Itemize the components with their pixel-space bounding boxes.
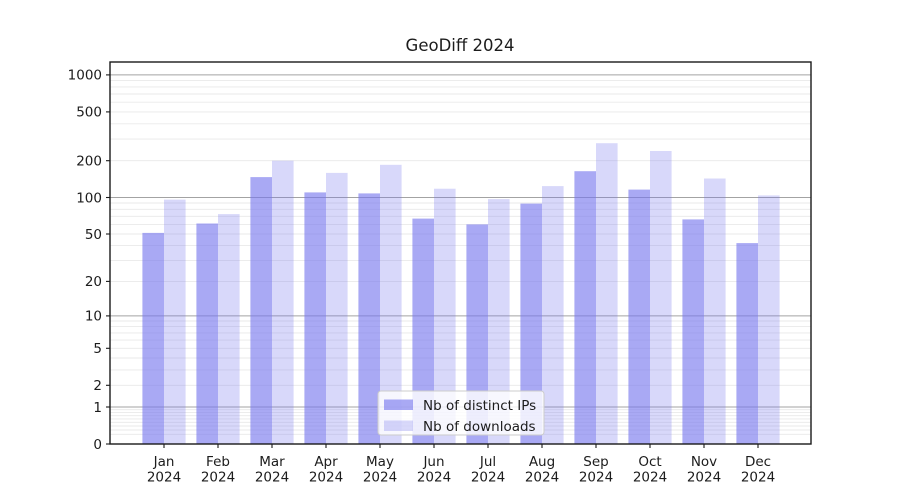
legend-swatch-downloads	[384, 420, 413, 431]
bar-distinct-ips	[466, 224, 488, 444]
y-tick-label: 1000	[68, 68, 102, 84]
x-tick-label-month: Feb	[206, 454, 230, 470]
bar-distinct-ips	[574, 171, 596, 444]
x-tick-label-year: 2024	[255, 470, 289, 486]
y-tick-label: 1	[93, 400, 102, 416]
x-tick-label-month: Jan	[153, 454, 175, 470]
bar-distinct-ips	[412, 218, 434, 444]
x-tick-label-year: 2024	[471, 470, 505, 486]
chart-title: GeoDiff 2024	[406, 36, 515, 55]
y-tick-label: 50	[85, 227, 102, 243]
legend: Nb of distinct IPs Nb of downloads	[377, 390, 545, 436]
bar-downloads	[164, 199, 186, 444]
y-tick-label: 200	[76, 154, 102, 170]
bar-downloads	[596, 143, 618, 444]
legend-label-distinct-ips: Nb of distinct IPs	[423, 398, 536, 414]
x-tick-label-year: 2024	[687, 470, 721, 486]
x-tick-label-month: Aug	[529, 454, 555, 470]
y-tick-label: 10	[85, 309, 102, 325]
x-tick-label-year: 2024	[579, 470, 613, 486]
y-tick-label: 5	[93, 341, 102, 357]
plot-border	[109, 61, 812, 445]
x-tick-label-month: Mar	[259, 454, 285, 470]
bar-distinct-ips	[520, 203, 542, 444]
x-tick-label-month: Jun	[422, 454, 444, 470]
legend-label-downloads: Nb of downloads	[423, 419, 536, 435]
x-tick-label-month: Nov	[691, 454, 717, 470]
bar-distinct-ips	[196, 223, 218, 444]
x-tick-label-year: 2024	[417, 470, 451, 486]
bar-downloads	[380, 164, 402, 445]
x-tick-label-month: Sep	[583, 454, 608, 470]
legend-box	[377, 390, 545, 436]
bar-downloads	[758, 195, 780, 444]
x-tick-label-month: Jul	[479, 454, 496, 470]
x-tick-label-month: Oct	[638, 454, 661, 470]
bar-downloads	[272, 160, 294, 444]
x-tick-label-year: 2024	[363, 470, 397, 486]
x-tick-label-year: 2024	[525, 470, 559, 486]
bar-downloads	[326, 172, 348, 444]
y-tick-label: 20	[85, 274, 102, 290]
bar-downloads	[542, 186, 564, 444]
x-tick-label-year: 2024	[147, 470, 181, 486]
y-tick-label: 2	[93, 378, 102, 394]
y-tick-label: 0	[93, 437, 102, 453]
x-tick-label-year: 2024	[633, 470, 667, 486]
x-tick-label-year: 2024	[309, 470, 343, 486]
x-tick-label-year: 2024	[741, 470, 775, 486]
bar-downloads	[650, 151, 672, 444]
bar-distinct-ips	[736, 243, 758, 444]
bar-downloads	[218, 214, 240, 444]
y-tick-label: 100	[76, 190, 102, 206]
x-tick-label-month: May	[366, 454, 394, 470]
bar-distinct-ips	[304, 192, 326, 444]
bar-distinct-ips	[250, 177, 272, 444]
bar-distinct-ips	[358, 193, 380, 444]
y-tick-label: 500	[76, 105, 102, 121]
bars-layer	[142, 143, 780, 445]
bar-downloads	[488, 199, 510, 444]
bar-distinct-ips	[628, 189, 650, 444]
bar-distinct-ips	[682, 219, 704, 444]
x-tick-label-month: Dec	[745, 454, 771, 470]
bar-downloads	[434, 188, 456, 444]
bar-distinct-ips	[142, 232, 164, 444]
x-tick-label-month: Apr	[314, 454, 338, 470]
bar-downloads	[704, 178, 726, 444]
legend-swatch-distinct-ips	[384, 399, 413, 410]
x-tick-label-year: 2024	[201, 470, 235, 486]
axis-layer: 01251020501002005001000Jan2024Feb2024Mar…	[68, 68, 776, 486]
